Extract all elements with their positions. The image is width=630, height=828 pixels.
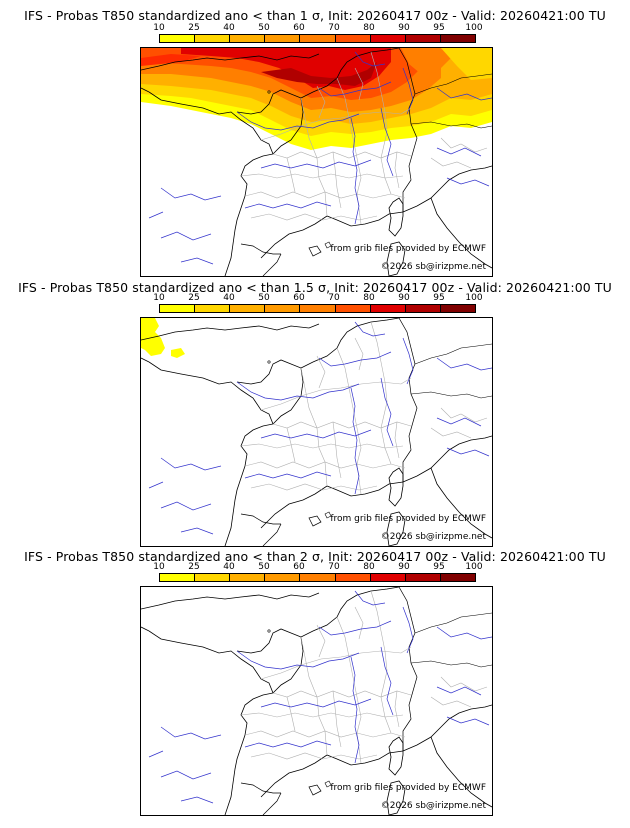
colorbar-label: 95	[433, 562, 445, 572]
colorbar-label: 70	[328, 562, 340, 572]
colorbar-label: 95	[433, 293, 445, 303]
colorbar-swatch	[230, 574, 266, 581]
forecast-panel-3: IFS - Probas T850 standardized ano < tha…	[0, 545, 630, 821]
colorbar-label: 25	[188, 293, 200, 303]
panel-title: IFS - Probas T850 standardized ano < tha…	[24, 549, 606, 564]
colorbar-swatch	[335, 574, 371, 581]
colorbar-swatch	[440, 305, 475, 312]
colorbar-swatch	[440, 35, 475, 42]
colorbar-label: 100	[465, 23, 483, 33]
colorbar-label: 40	[223, 23, 235, 33]
colorbar-swatch	[300, 574, 336, 581]
colorbar-swatch	[265, 574, 301, 581]
colorbar-label: 70	[328, 23, 340, 33]
colorbar-swatch	[195, 574, 231, 581]
probability-map: from grib files provided by ECMWF ©2026 …	[140, 586, 493, 816]
colorbar-label: 80	[363, 562, 375, 572]
credit-copyright: ©2026 sb@irizpme.net	[380, 801, 486, 811]
colorbar-swatch	[195, 35, 231, 42]
probability-shading	[141, 318, 185, 358]
probability-colorbar: 10 25 40 50 60 70 80 90 95 100	[153, 293, 483, 314]
credit-grib: from grib files provided by ECMWF	[330, 783, 486, 793]
colorbar-swatch	[265, 305, 301, 312]
colorbar-swatch	[230, 305, 266, 312]
colorbar-swatch	[405, 305, 441, 312]
colorbar-label: 40	[223, 293, 235, 303]
credit-copyright: ©2026 sb@irizpme.net	[380, 532, 486, 542]
colorbar-swatch	[300, 35, 336, 42]
colorbar-label: 90	[398, 23, 410, 33]
colorbar-swatch	[405, 574, 441, 581]
colorbar-swatch	[160, 35, 196, 42]
colorbar-swatch	[195, 305, 231, 312]
colorbar-label: 60	[293, 562, 305, 572]
colorbar-swatch	[300, 305, 336, 312]
colorbar-label: 80	[363, 293, 375, 303]
panel-title: IFS - Probas T850 standardized ano < tha…	[18, 280, 612, 295]
colorbar-swatch	[440, 574, 475, 581]
panel-title: IFS - Probas T850 standardized ano < tha…	[24, 8, 606, 23]
credit-grib: from grib files provided by ECMWF	[330, 514, 486, 524]
colorbar-label: 90	[398, 562, 410, 572]
colorbar-swatch	[230, 35, 266, 42]
colorbar-label: 60	[293, 23, 305, 33]
colorbar-swatch	[335, 35, 371, 42]
colorbar-label: 90	[398, 293, 410, 303]
colorbar-swatches	[159, 34, 476, 43]
probability-colorbar: 10 25 40 50 60 70 80 90 95 100	[153, 562, 483, 583]
colorbar-label: 95	[433, 23, 445, 33]
colorbar-label: 70	[328, 293, 340, 303]
probability-map: from grib files provided by ECMWF ©2026 …	[140, 317, 493, 547]
colorbar-swatch	[335, 305, 371, 312]
forecast-panel-1: IFS - Probas T850 standardized ano < tha…	[0, 0, 630, 277]
colorbar-swatch	[405, 35, 441, 42]
colorbar-label: 10	[153, 293, 165, 303]
colorbar-label: 50	[258, 562, 270, 572]
colorbar-label: 10	[153, 23, 165, 33]
colorbar-swatch	[370, 574, 406, 581]
colorbar-label: 10	[153, 562, 165, 572]
colorbar-label: 100	[465, 562, 483, 572]
forecast-panel-2: IFS - Probas T850 standardized ano < tha…	[0, 276, 630, 552]
probability-map: from grib files provided by ECMWF ©2026 …	[140, 47, 493, 277]
map-canvas	[141, 587, 492, 815]
colorbar-label: 50	[258, 23, 270, 33]
colorbar-swatch	[265, 35, 301, 42]
colorbar-swatches	[159, 573, 476, 582]
colorbar-label: 80	[363, 23, 375, 33]
colorbar-label: 50	[258, 293, 270, 303]
colorbar-label: 100	[465, 293, 483, 303]
colorbar-swatches	[159, 304, 476, 313]
colorbar-swatch	[370, 305, 406, 312]
colorbar-swatch	[160, 305, 196, 312]
probability-colorbar: 10 25 40 50 60 70 80 90 95 100	[153, 23, 483, 44]
colorbar-label: 40	[223, 562, 235, 572]
colorbar-label: 25	[188, 23, 200, 33]
probability-shading	[141, 48, 492, 150]
colorbar-swatch	[160, 574, 196, 581]
map-canvas	[141, 318, 492, 546]
colorbar-label: 25	[188, 562, 200, 572]
credit-grib: from grib files provided by ECMWF	[330, 244, 486, 254]
colorbar-swatch	[370, 35, 406, 42]
colorbar-label: 60	[293, 293, 305, 303]
credit-copyright: ©2026 sb@irizpme.net	[380, 262, 486, 272]
map-canvas	[141, 48, 492, 276]
